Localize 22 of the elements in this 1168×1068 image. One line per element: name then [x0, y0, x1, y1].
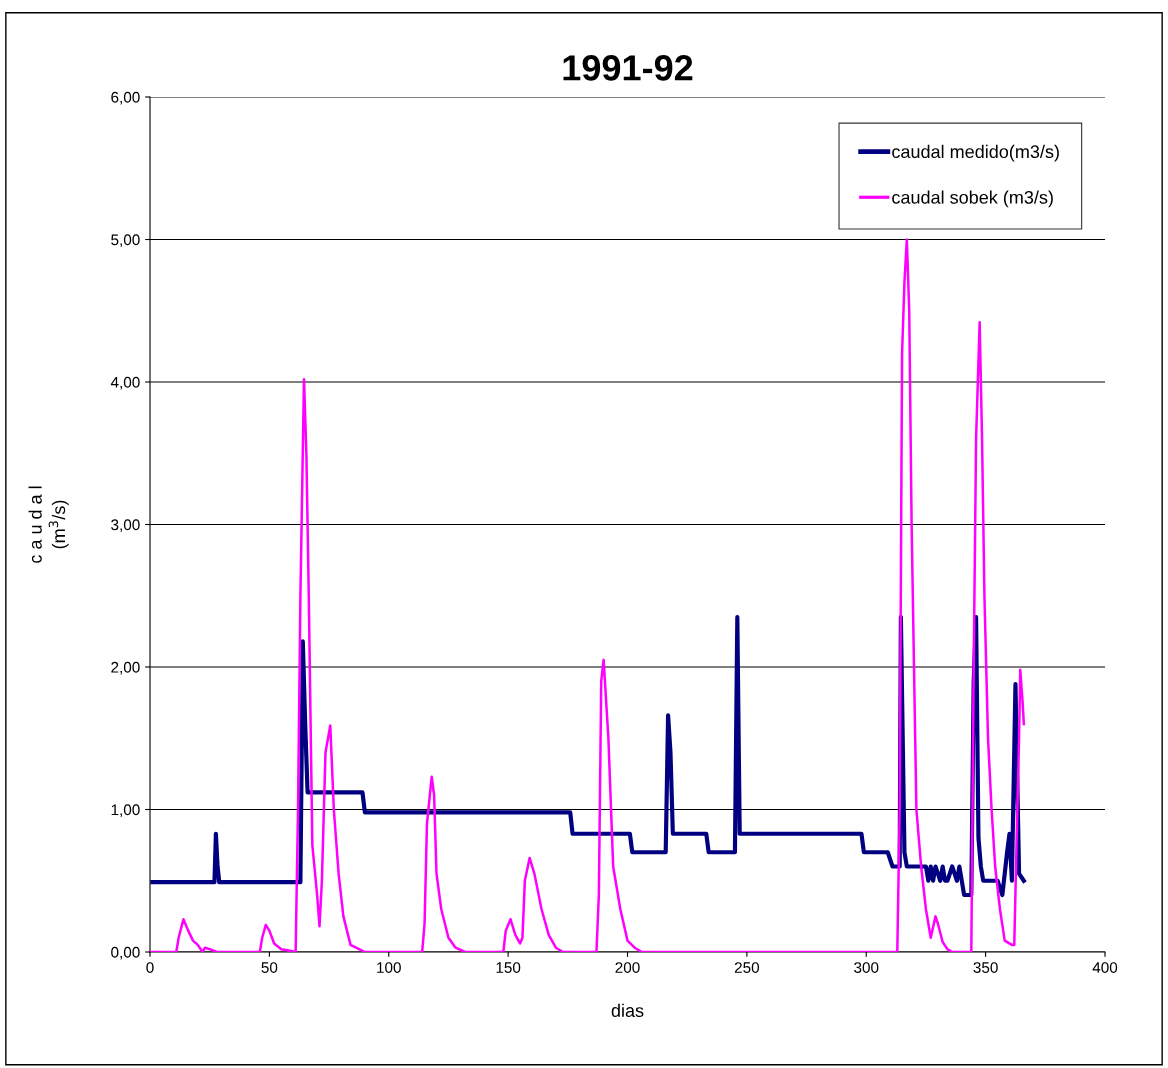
x-tick-label: 50: [261, 962, 278, 973]
line-series: [150, 238, 1026, 952]
y-tick-label: 1,00: [111, 804, 140, 817]
y-tick-label: 6,00: [111, 91, 140, 105]
y-tick-label: 3,00: [111, 519, 140, 532]
y-axis-title: c a u d a l (m$^{3}$/s): [28, 486, 69, 563]
y-tick-label: 5,00: [111, 234, 140, 247]
x-tick-label: 150: [496, 962, 521, 973]
x-axis-title: dias: [611, 1003, 644, 1017]
legend-label: caudal sobek (m3/s): [892, 190, 1053, 208]
x-tick-label: 350: [973, 962, 998, 973]
x-tick-label: 200: [615, 962, 640, 973]
legend-label: caudal medido(m3/s): [892, 144, 1059, 162]
x-tick-label: 250: [734, 962, 760, 973]
x-tick-label: 0: [146, 962, 154, 973]
x-tick-label: 300: [854, 962, 879, 973]
x-tick-label: 100: [377, 962, 401, 973]
y-tick-label: 2,00: [111, 661, 140, 675]
x-tick-label: 400: [1092, 962, 1118, 973]
y-tick-label: 0,00: [111, 946, 140, 960]
y-tick-label: 4,00: [110, 376, 140, 390]
chart-title: 1991-92: [563, 55, 693, 81]
